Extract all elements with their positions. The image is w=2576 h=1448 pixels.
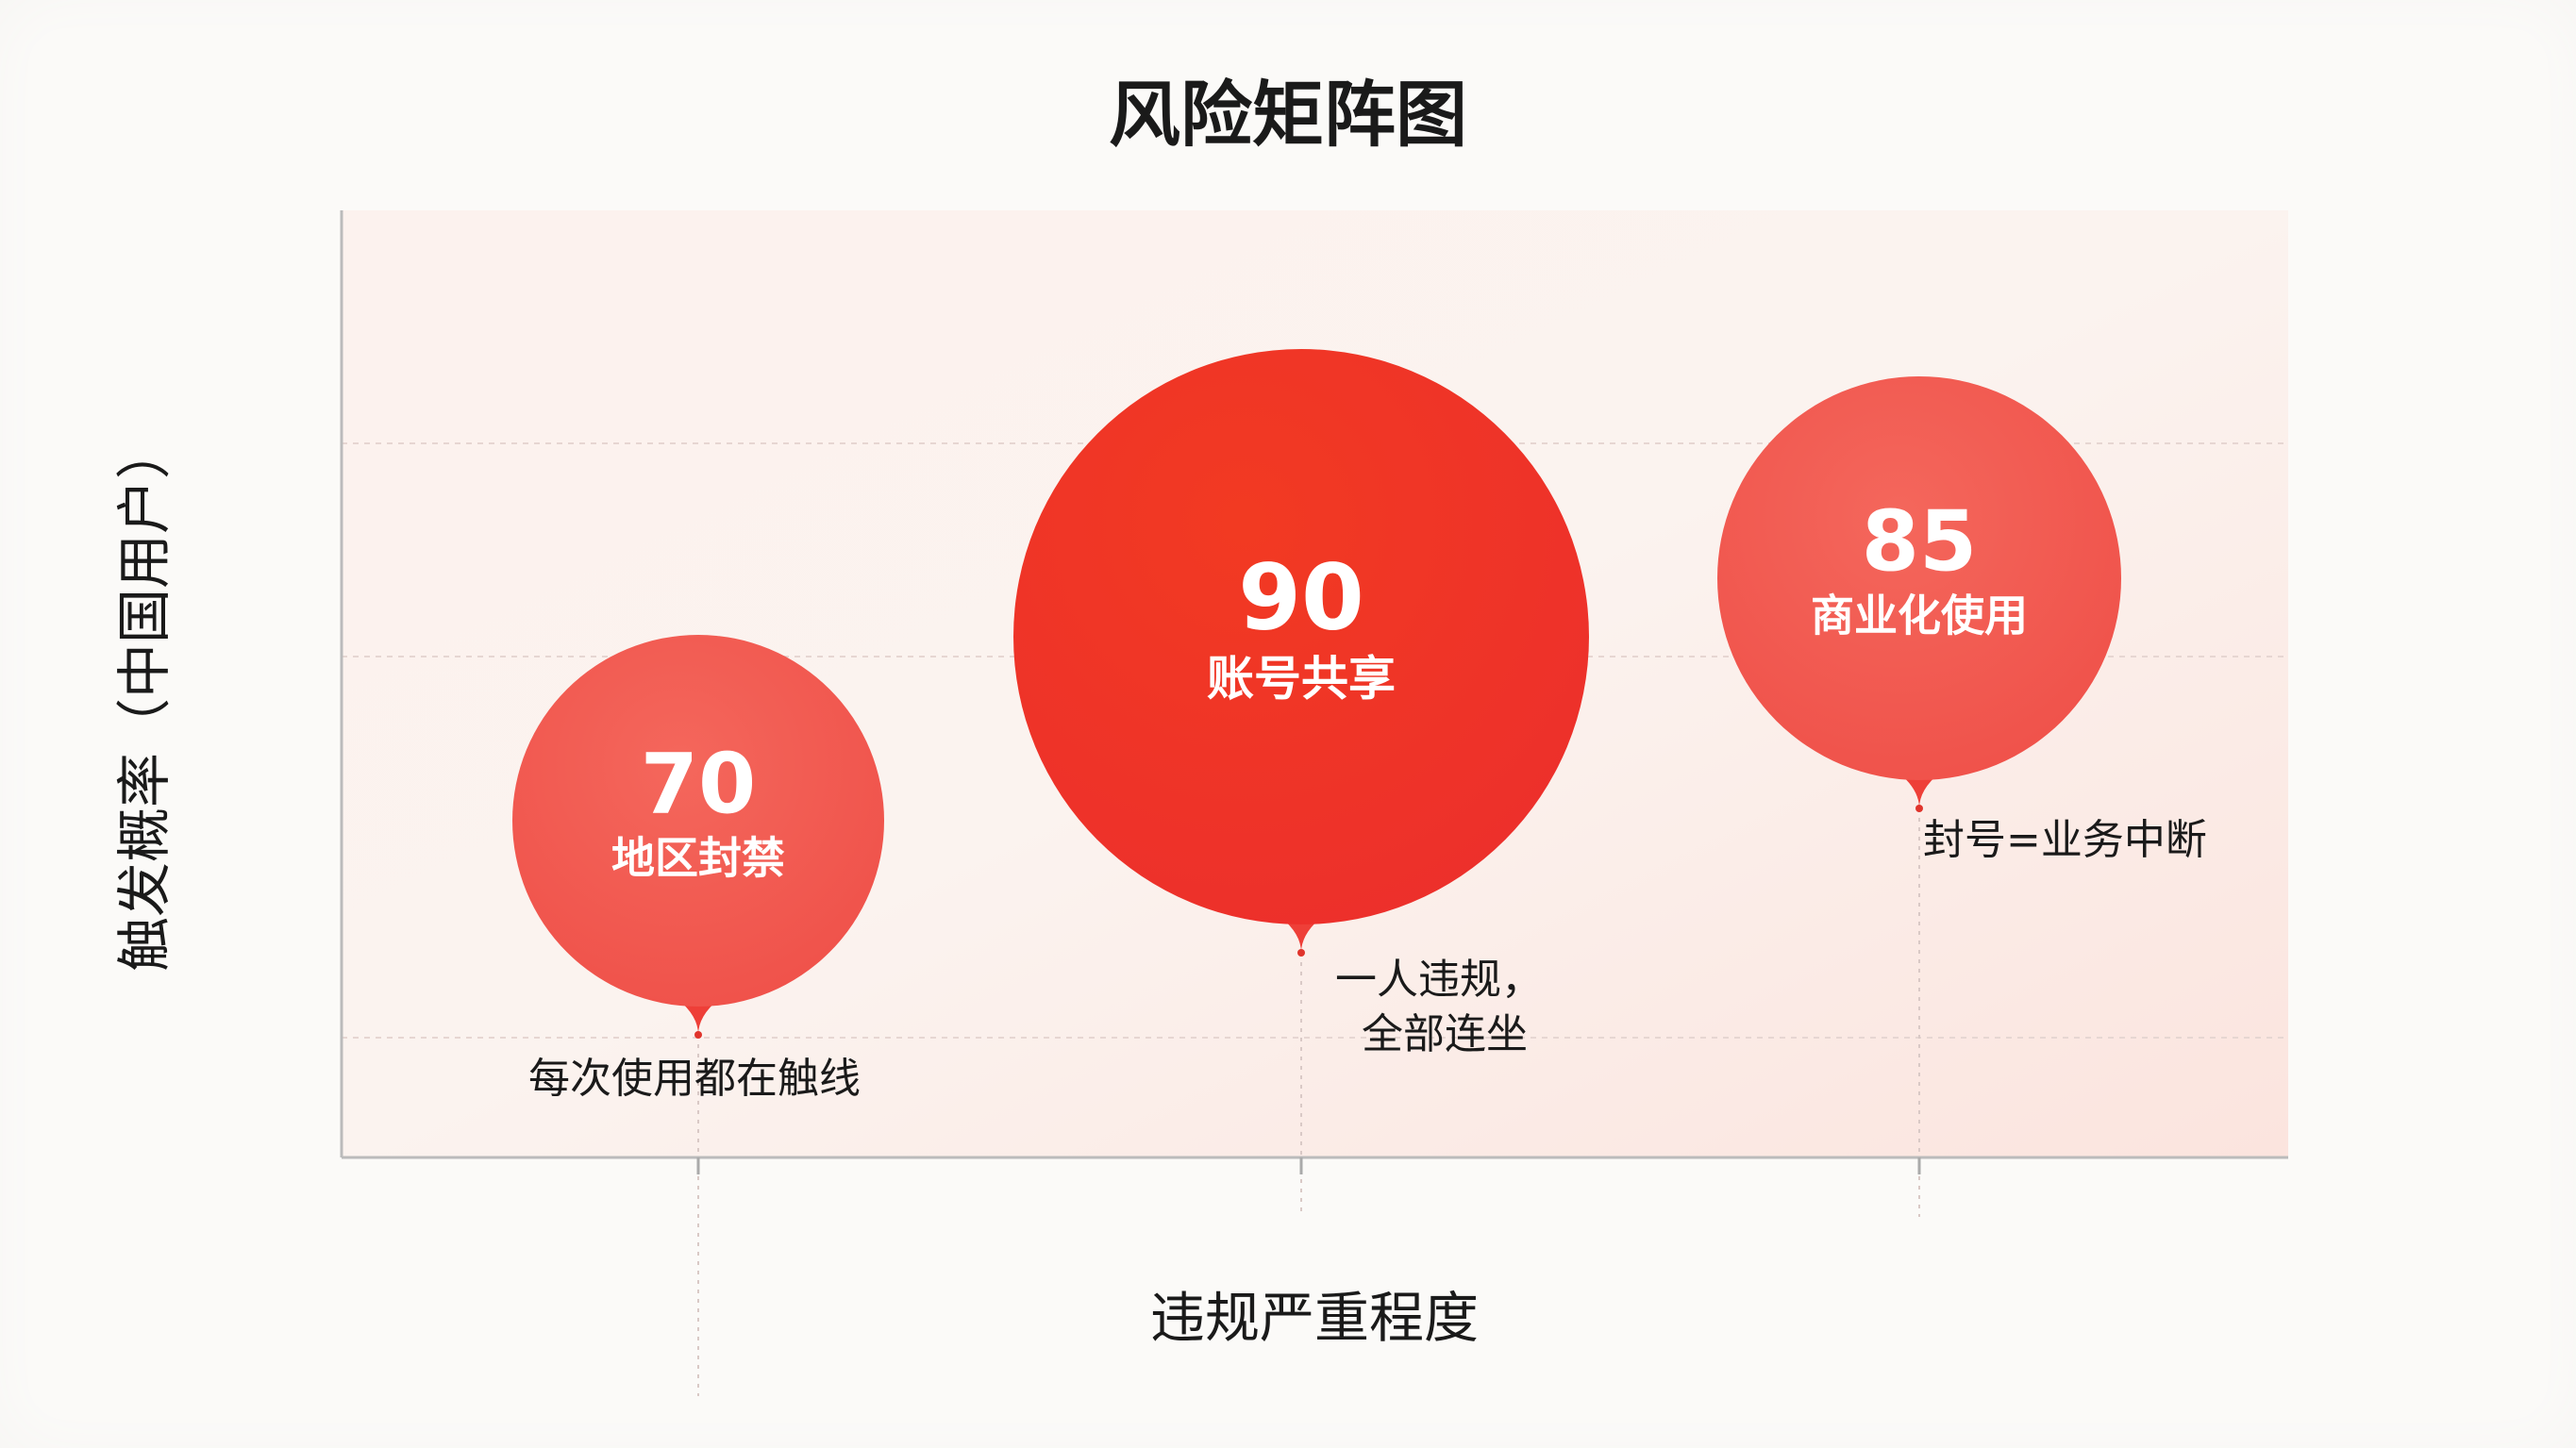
bubble-anchor-point	[1915, 805, 1923, 812]
bubble-label: 70 地区封禁	[611, 735, 785, 888]
bubble-value: 70	[640, 735, 757, 833]
bubble-anchor-point	[694, 1031, 702, 1039]
bubble-name: 账号共享	[1207, 651, 1396, 707]
bubble-name: 地区封禁	[611, 832, 785, 884]
bubble-anchor-point	[1297, 949, 1305, 957]
bubble-3	[1717, 376, 2121, 780]
bubble-annotation: 封号=业务中断	[1923, 816, 2207, 864]
bubble-label: 90 账号共享	[1207, 544, 1396, 710]
bubble-pointer	[677, 999, 719, 1035]
chart-title: 风险矩阵图	[1109, 73, 1467, 157]
bubble-pointer	[1280, 917, 1322, 953]
bubble-value: 90	[1238, 544, 1364, 651]
bubble-label: 85 商业化使用	[1811, 492, 2028, 645]
bubble-name: 商业化使用	[1811, 590, 2028, 641]
bubble-1	[512, 635, 884, 1007]
bubble-pointer	[1899, 773, 1940, 808]
bubble-annotation: 一人违规， 全部连坐	[1335, 956, 1543, 1058]
bubble-value: 85	[1861, 492, 1978, 591]
bubble-2	[1013, 349, 1589, 924]
x-axis-label: 违规严重程度	[1149, 1286, 1479, 1350]
bubble-annotation: 每次使用都在触线	[528, 1055, 861, 1103]
